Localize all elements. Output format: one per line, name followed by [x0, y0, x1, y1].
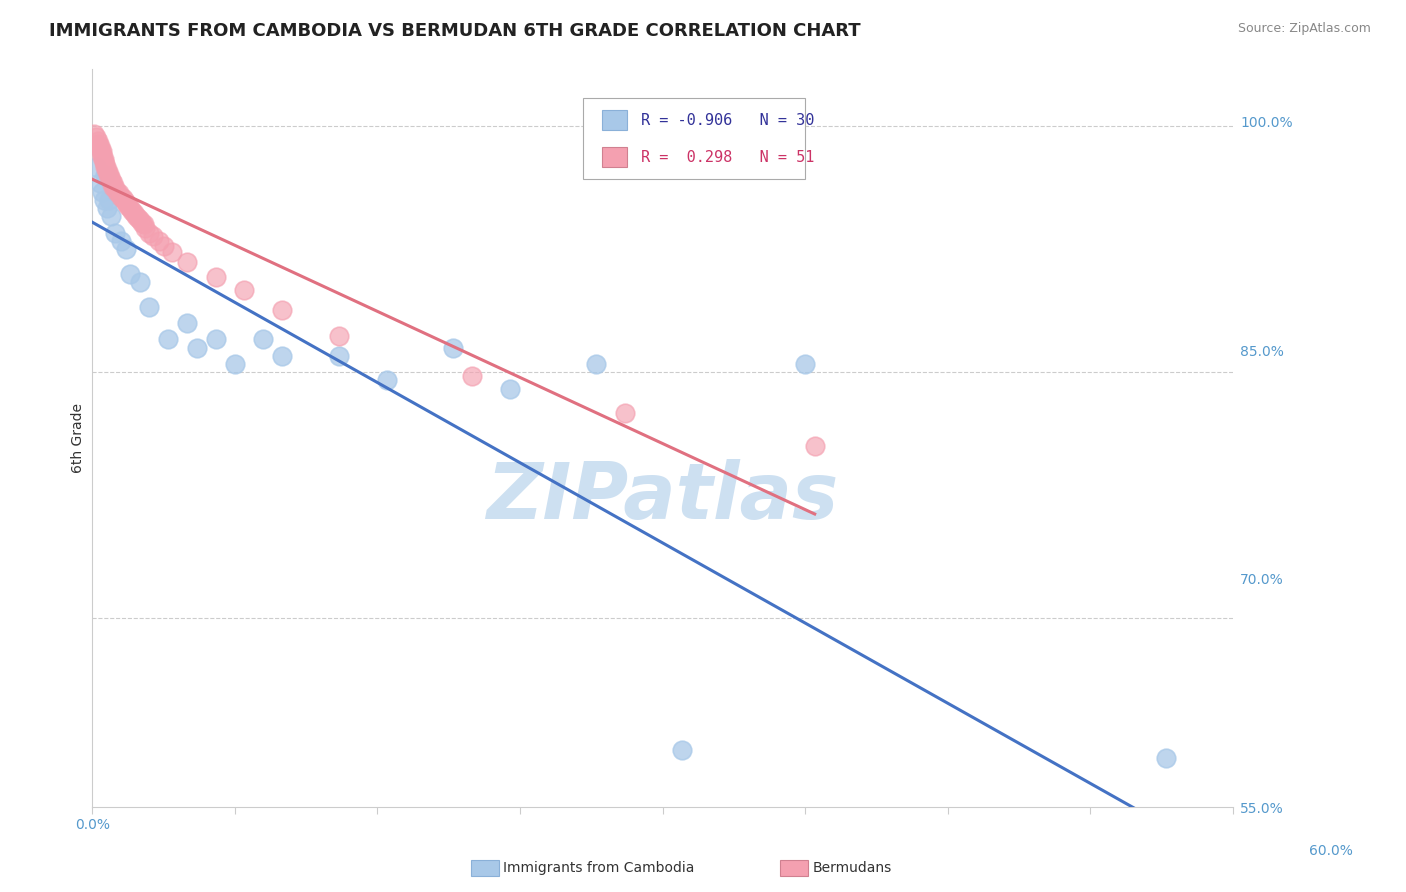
Point: [160, 245, 183, 260]
Point: [271, 349, 294, 363]
Point: [98, 167, 121, 181]
Point: [131, 216, 153, 230]
Point: [127, 211, 149, 225]
Point: [157, 332, 180, 346]
Point: [90, 147, 112, 161]
Point: [84, 130, 107, 145]
Point: [120, 267, 142, 281]
Point: [87, 136, 110, 151]
Point: [93, 152, 115, 166]
Point: [115, 242, 138, 256]
Text: Source: ZipAtlas.com: Source: ZipAtlas.com: [1237, 22, 1371, 36]
Point: [613, 406, 636, 420]
Bar: [602, 110, 627, 130]
Point: [499, 382, 522, 396]
Text: 60.0%: 60.0%: [1309, 844, 1353, 858]
Point: [89, 142, 111, 156]
Point: [98, 193, 121, 207]
Point: [104, 226, 127, 240]
Point: [585, 357, 607, 371]
Point: [328, 329, 350, 343]
Point: [89, 177, 111, 191]
Point: [461, 368, 484, 383]
Point: [89, 138, 111, 153]
Point: [104, 181, 127, 195]
Point: [110, 234, 132, 248]
Point: [94, 160, 117, 174]
Point: [93, 193, 115, 207]
Point: [271, 302, 294, 317]
Bar: [602, 147, 627, 168]
Point: [105, 185, 128, 199]
Point: [134, 220, 156, 235]
Point: [186, 341, 208, 355]
Point: [90, 185, 112, 199]
Point: [328, 349, 350, 363]
Point: [128, 212, 150, 227]
Point: [120, 201, 142, 215]
Point: [224, 357, 246, 371]
Point: [153, 239, 176, 253]
Point: [375, 374, 398, 388]
Point: [98, 169, 121, 184]
Point: [671, 743, 693, 757]
Point: [100, 171, 122, 186]
Text: R = -0.906   N = 30: R = -0.906 N = 30: [641, 112, 814, 128]
Point: [93, 155, 115, 169]
Point: [204, 270, 226, 285]
Point: [204, 332, 226, 346]
Point: [132, 218, 155, 232]
Point: [128, 275, 150, 289]
Point: [111, 191, 134, 205]
Point: [110, 189, 132, 203]
Point: [101, 177, 124, 191]
Point: [94, 168, 117, 182]
Y-axis label: 6th Grade: 6th Grade: [72, 403, 86, 473]
Point: [803, 439, 825, 453]
Point: [87, 134, 110, 148]
Point: [101, 179, 124, 194]
Point: [96, 161, 118, 176]
Point: [114, 194, 136, 209]
Point: [142, 229, 165, 244]
Point: [117, 199, 139, 213]
Point: [100, 209, 122, 223]
Point: [90, 150, 112, 164]
Point: [1156, 751, 1178, 765]
Text: Bermudans: Bermudans: [813, 861, 891, 875]
Point: [84, 160, 107, 174]
Point: [176, 255, 198, 269]
Point: [443, 341, 465, 355]
Point: [115, 196, 138, 211]
Point: [96, 201, 118, 215]
Point: [96, 165, 118, 179]
Text: R =  0.298   N = 51: R = 0.298 N = 51: [641, 150, 814, 165]
Point: [176, 316, 198, 330]
Text: ZIPatlas: ZIPatlas: [486, 459, 839, 535]
Point: [83, 127, 105, 141]
Text: Immigrants from Cambodia: Immigrants from Cambodia: [503, 861, 695, 875]
Point: [122, 206, 145, 220]
Text: IMMIGRANTS FROM CAMBODIA VS BERMUDAN 6TH GRADE CORRELATION CHART: IMMIGRANTS FROM CAMBODIA VS BERMUDAN 6TH…: [49, 22, 860, 40]
Point: [107, 186, 129, 201]
Point: [148, 234, 170, 248]
Point: [252, 332, 274, 346]
FancyBboxPatch shape: [582, 98, 806, 179]
Point: [138, 300, 160, 314]
Point: [94, 157, 117, 171]
Point: [125, 209, 148, 223]
Point: [233, 283, 256, 297]
Point: [794, 357, 817, 371]
Point: [90, 144, 112, 158]
Point: [121, 204, 143, 219]
Point: [138, 226, 160, 240]
Point: [100, 175, 122, 189]
